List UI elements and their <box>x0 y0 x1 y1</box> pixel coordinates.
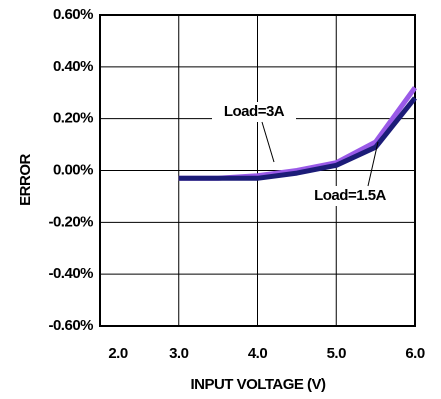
series-line <box>178 86 418 181</box>
label-bg <box>212 102 296 122</box>
series-label: Load=1.5A <box>314 187 386 204</box>
x-tick-label: 6.0 <box>405 345 425 362</box>
plot-frame <box>99 14 416 327</box>
leader-line <box>261 121 275 163</box>
label-bg <box>298 186 402 206</box>
y-tick-label: -0.20% <box>48 213 93 230</box>
series-line <box>178 96 417 181</box>
x-tick-label: 2.0 <box>108 345 128 362</box>
y-tick-label: 0.20% <box>53 110 93 127</box>
x-axis-label: INPUT VOLTAGE (V) <box>190 376 326 393</box>
x-tick-label: 3.0 <box>169 345 189 362</box>
series-label: Load=3A <box>224 103 285 120</box>
y-tick-label: 0.60% <box>53 6 93 23</box>
x-tick-label: 4.0 <box>248 345 268 362</box>
y-tick-label: 0.00% <box>53 161 93 178</box>
leader-line <box>367 141 379 187</box>
x-tick-label: 5.0 <box>327 345 347 362</box>
y-axis-label: ERROR <box>17 153 34 205</box>
y-tick-label: 0.40% <box>53 58 93 75</box>
y-tick-label: -0.60% <box>48 317 93 334</box>
y-tick-label: -0.40% <box>48 265 93 282</box>
